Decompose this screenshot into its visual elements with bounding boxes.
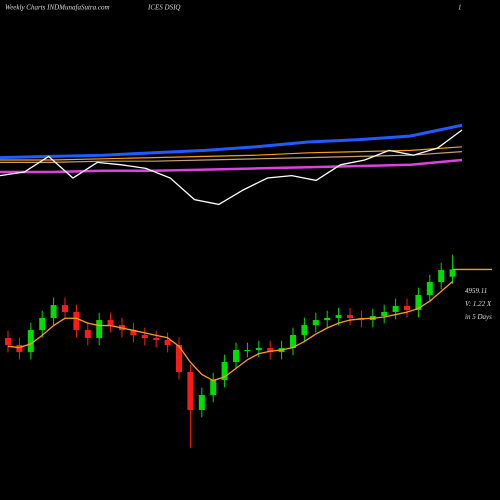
candle-body xyxy=(449,269,456,277)
last-price: 4959.11 xyxy=(465,287,487,295)
indicator-line xyxy=(0,146,463,161)
candle-body xyxy=(426,282,433,295)
candle-body xyxy=(267,348,274,353)
candle-body xyxy=(233,350,239,362)
candle-body xyxy=(255,348,262,350)
indicator-line xyxy=(0,158,463,174)
candle-body xyxy=(84,330,91,339)
candle-body xyxy=(16,344,23,353)
candle-body xyxy=(221,361,228,381)
candle-body xyxy=(39,317,46,331)
candle-body xyxy=(198,394,205,411)
candle-body xyxy=(335,315,342,318)
candle-body xyxy=(290,334,296,349)
candle-body xyxy=(62,305,68,312)
candle-body xyxy=(107,320,114,326)
page-number: 1 xyxy=(458,4,462,12)
indicator-line xyxy=(0,129,463,206)
candle-body xyxy=(324,317,331,321)
candle-body xyxy=(415,295,422,311)
candle-body xyxy=(347,315,353,318)
candle-body xyxy=(312,320,319,326)
candle-body xyxy=(187,372,194,411)
candle-body xyxy=(73,311,80,331)
candle-body xyxy=(50,305,57,318)
candle-body xyxy=(141,334,148,339)
candle-body xyxy=(5,338,11,345)
candle-body xyxy=(244,350,251,351)
candle-body xyxy=(210,380,217,395)
annotation: V: 1.22 X xyxy=(465,300,492,308)
candle-body xyxy=(438,270,445,283)
candle-body xyxy=(96,320,103,339)
chart-title: Weekly Charts INDMunafaSutra.com xyxy=(5,4,110,12)
indicator-line xyxy=(0,151,463,163)
annotation: in 5 Days xyxy=(465,313,492,321)
candle-body xyxy=(176,344,182,372)
candle-body xyxy=(301,325,308,335)
candle-body xyxy=(130,330,137,335)
candle-body xyxy=(153,338,160,340)
candle-body xyxy=(404,306,410,311)
candle-body xyxy=(164,339,171,345)
moving-average xyxy=(7,281,454,382)
symbol: ICES DSIQ xyxy=(147,4,180,12)
candle-body xyxy=(27,330,34,353)
candle-body xyxy=(381,311,388,317)
indicator-line xyxy=(0,123,463,160)
candle-body xyxy=(392,306,399,312)
